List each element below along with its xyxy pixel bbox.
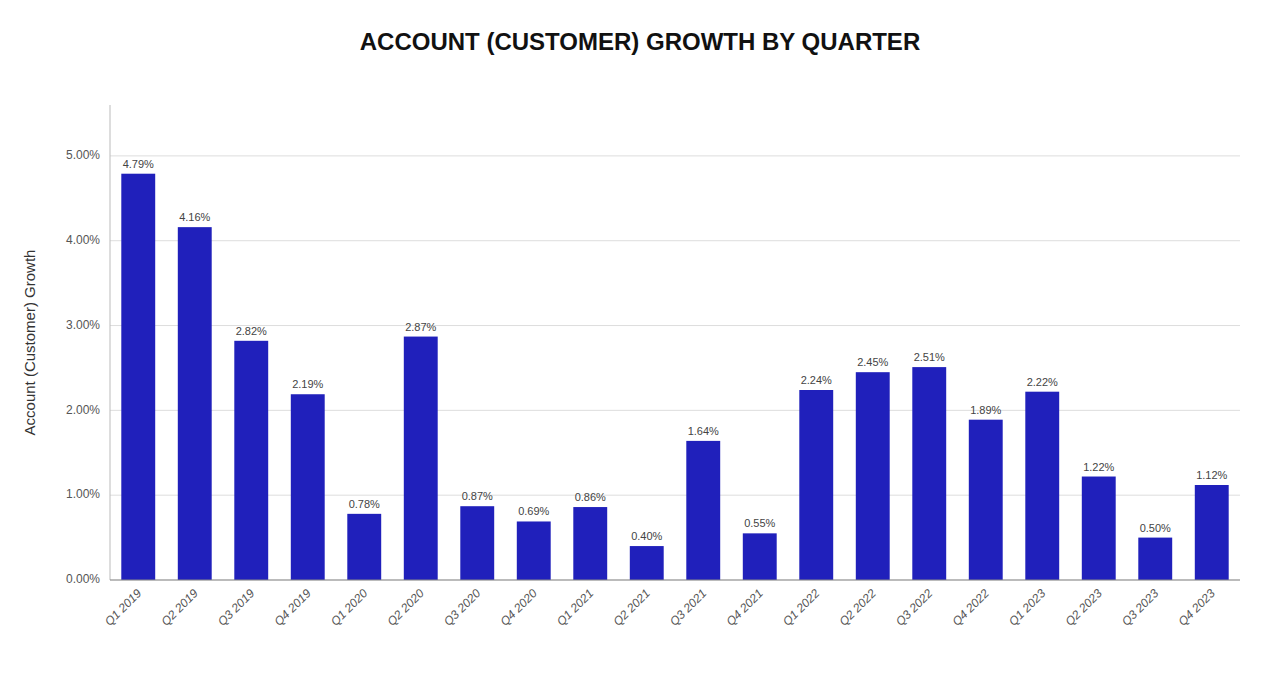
data-label: 0.55% (744, 517, 775, 529)
x-axis-line (110, 579, 1240, 580)
x-tick-label: Q4 2023 (1175, 586, 1218, 629)
bar (969, 420, 1003, 580)
data-label: 2.45% (857, 356, 888, 368)
data-label: 4.16% (179, 211, 210, 223)
y-axis: 0.00% 1.00% 2.00% 3.00% 4.00% 5.00% (66, 105, 110, 586)
x-tick-label: Q4 2022 (949, 586, 992, 629)
y-tick-label: 3.00% (66, 318, 100, 332)
data-label: 0.40% (631, 530, 662, 542)
y-tick-label: 4.00% (66, 233, 100, 247)
data-label: 1.22% (1083, 461, 1114, 473)
bar (121, 174, 155, 580)
x-tick-label: Q2 2020 (384, 586, 427, 629)
x-tick-label: Q3 2019 (215, 586, 258, 629)
title: ACCOUNT (CUSTOMER) GROWTH BY QUARTER (360, 28, 920, 55)
data-label: 4.79% (123, 158, 154, 170)
bar (912, 367, 946, 580)
grid (110, 156, 1240, 580)
bar (1025, 392, 1059, 580)
x-tick-label: Q1 2022 (780, 586, 823, 629)
x-tick-label: Q2 2019 (158, 586, 201, 629)
bar (743, 533, 777, 580)
bar (799, 390, 833, 580)
x-tick-label: Q1 2021 (554, 586, 596, 628)
x-tick-label: Q2 2021 (610, 586, 652, 628)
bar (291, 394, 325, 580)
x-tick-label: Q1 2020 (328, 586, 371, 629)
data-label: 0.87% (462, 490, 493, 502)
x-tick-label: Q2 2022 (836, 586, 879, 629)
data-label: 0.50% (1140, 522, 1171, 534)
data-label: 2.87% (405, 321, 436, 333)
grid-line (110, 240, 1240, 241)
data-label: 2.82% (236, 325, 267, 337)
data-label: 0.69% (518, 505, 549, 517)
x-tick-label: Q3 2022 (893, 586, 936, 629)
bar (856, 372, 890, 580)
data-label: 1.89% (970, 404, 1001, 416)
x-tick-label: Q4 2020 (497, 586, 540, 629)
x-tick-label: Q3 2020 (441, 586, 484, 629)
data-label: 2.51% (914, 351, 945, 363)
x-tick-label: Q2 2023 (1062, 586, 1105, 629)
x-tick-label: Q4 2019 (271, 586, 314, 629)
bar (517, 521, 551, 580)
chart-container: ACCOUNT (CUSTOMER) GROWTH BY QUARTER 0.00… (0, 0, 1280, 695)
bar (404, 337, 438, 580)
bars (121, 174, 1228, 580)
data-labels: 4.79% 4.16% 2.82% 2.19% 0.78% 2.87% 0.87% 0.69%… (123, 158, 1228, 542)
data-label: 1.64% (688, 425, 719, 437)
bar (234, 341, 268, 580)
bar (686, 441, 720, 580)
bar (1138, 538, 1172, 580)
bar (460, 506, 494, 580)
bar (347, 514, 381, 580)
x-tick-label: Q1 2019 (102, 586, 145, 629)
bar (573, 507, 607, 580)
data-label: 2.19% (292, 378, 323, 390)
data-label: 1.12% (1196, 469, 1227, 481)
grid-line (110, 495, 1240, 496)
data-label: 0.86% (575, 491, 606, 503)
y-tick-label: 2.00% (66, 403, 100, 417)
data-label: 0.78% (349, 498, 380, 510)
bar (1195, 485, 1229, 580)
y-tick-label: 0.00% (66, 572, 100, 586)
data-label: 2.22% (1027, 376, 1058, 388)
y-tick-label: 5.00% (66, 148, 100, 162)
y-tick-label: 1.00% (66, 487, 100, 501)
bar (1082, 477, 1116, 580)
y-axis-line (110, 105, 111, 580)
x-tick-label: Q3 2023 (1119, 586, 1162, 629)
bar (178, 227, 212, 580)
grid-line (110, 325, 1240, 326)
chart-svg: ACCOUNT (CUSTOMER) GROWTH BY QUARTER 0.00… (0, 0, 1280, 695)
bar (630, 546, 664, 580)
x-axis: Q1 2019 Q2 2019 Q3 2019 Q4 2019 Q1 2020 Q2 20… (102, 580, 1240, 629)
x-tick-label: Q1 2023 (1006, 586, 1049, 629)
grid-line (110, 155, 1240, 156)
x-tick-label: Q4 2021 (723, 586, 765, 628)
grid-line (110, 410, 1240, 411)
y-axis-label: Account (Customer) Growth (21, 250, 38, 436)
grid-line (110, 580, 1240, 581)
x-tick-label: Q3 2021 (667, 586, 709, 628)
data-label: 2.24% (801, 374, 832, 386)
